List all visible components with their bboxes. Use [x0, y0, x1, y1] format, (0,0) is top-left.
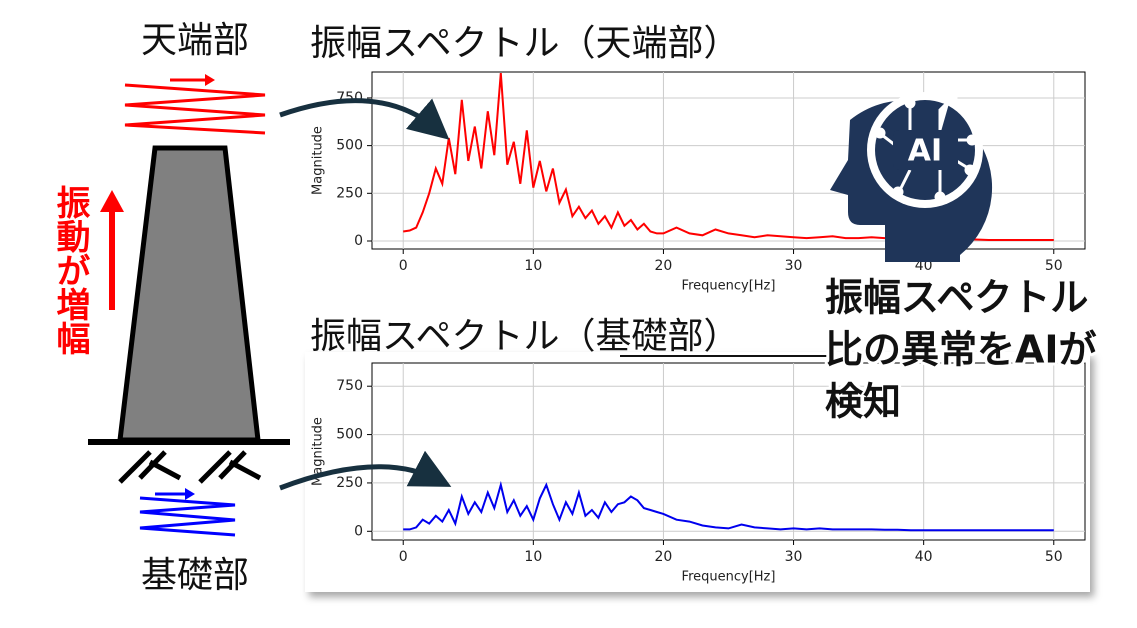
x-tick-label: 20: [655, 258, 673, 274]
caption-line: 振幅スペクトル: [825, 276, 1088, 320]
y-axis-label: Magnitude: [311, 417, 326, 486]
caption-line: 比の異常をAIが: [825, 328, 1097, 372]
x-tick-label: 50: [1045, 258, 1063, 274]
top-part-label: 天端部: [141, 20, 249, 61]
vibration-top: [124, 83, 266, 135]
flow-arrow: [279, 450, 452, 491]
y-tick-label: 250: [336, 475, 363, 491]
x-tick-label: 40: [915, 549, 933, 565]
foundation-hatch: [118, 450, 262, 484]
arrow-head: [100, 190, 124, 212]
y-tick-label: 250: [336, 185, 363, 201]
x-axis-label: Frequency[Hz]: [682, 279, 776, 294]
y-tick-label: 750: [336, 378, 363, 394]
chart-title: 振幅スペクトル（基礎部）: [310, 316, 739, 357]
spectrum-line: [403, 480, 1054, 532]
x-tick-label: 30: [785, 258, 803, 274]
y-tick-label: 500: [336, 427, 363, 443]
y-tick-label: 500: [336, 138, 363, 154]
plot-area: [371, 362, 1086, 541]
ai-icon-label: AI: [908, 134, 942, 169]
x-tick-label: 10: [524, 258, 542, 274]
x-axis-label: Frequency[Hz]: [682, 570, 776, 585]
x-tick-label: 30: [785, 549, 803, 565]
tower: [117, 145, 261, 443]
x-tick-label: 20: [655, 549, 673, 565]
x-tick-label: 10: [524, 549, 542, 565]
arrow-head: [205, 74, 215, 86]
amplify-label: 振動が増幅: [50, 185, 90, 355]
bottom-part-label: 基礎部: [141, 555, 249, 596]
chart-title: 振幅スペクトル（天端部）: [310, 23, 739, 64]
y-tick-label: 0: [354, 523, 363, 539]
ai-icon: AI: [830, 92, 993, 262]
x-tick-label: 0: [399, 549, 408, 565]
vibration-bottom: [139, 496, 236, 537]
plot-area: [371, 71, 1086, 250]
x-tick-label: 0: [399, 258, 408, 274]
arrow-head: [185, 488, 195, 500]
flow-arrow: [279, 98, 450, 140]
y-tick-label: 0: [354, 233, 363, 249]
y-axis-label: Magnitude: [311, 126, 326, 195]
caption-line: 検知: [825, 380, 901, 424]
x-tick-label: 50: [1045, 549, 1063, 565]
